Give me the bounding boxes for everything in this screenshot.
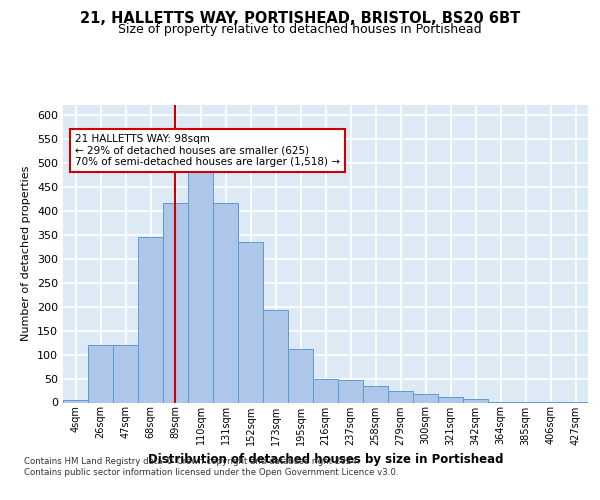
Bar <box>413 394 438 402</box>
X-axis label: Distribution of detached houses by size in Portishead: Distribution of detached houses by size … <box>148 453 503 466</box>
Text: 21, HALLETTS WAY, PORTISHEAD, BRISTOL, BS20 6BT: 21, HALLETTS WAY, PORTISHEAD, BRISTOL, B… <box>80 11 520 26</box>
Bar <box>138 237 163 402</box>
Bar <box>463 399 488 402</box>
Bar <box>438 396 463 402</box>
Bar <box>63 400 88 402</box>
Bar <box>213 204 238 402</box>
Bar <box>163 204 188 402</box>
Bar <box>388 390 413 402</box>
Bar <box>88 345 113 403</box>
Bar <box>188 170 213 402</box>
Bar <box>338 380 363 402</box>
Bar <box>263 310 288 402</box>
Bar <box>238 242 263 402</box>
Text: Contains HM Land Registry data © Crown copyright and database right 2024.
Contai: Contains HM Land Registry data © Crown c… <box>24 458 398 477</box>
Bar <box>288 349 313 403</box>
Bar <box>363 386 388 402</box>
Y-axis label: Number of detached properties: Number of detached properties <box>22 166 31 342</box>
Text: 21 HALLETTS WAY: 98sqm
← 29% of detached houses are smaller (625)
70% of semi-de: 21 HALLETTS WAY: 98sqm ← 29% of detached… <box>75 134 340 167</box>
Bar <box>313 380 338 402</box>
Text: Size of property relative to detached houses in Portishead: Size of property relative to detached ho… <box>118 22 482 36</box>
Bar <box>113 345 138 403</box>
